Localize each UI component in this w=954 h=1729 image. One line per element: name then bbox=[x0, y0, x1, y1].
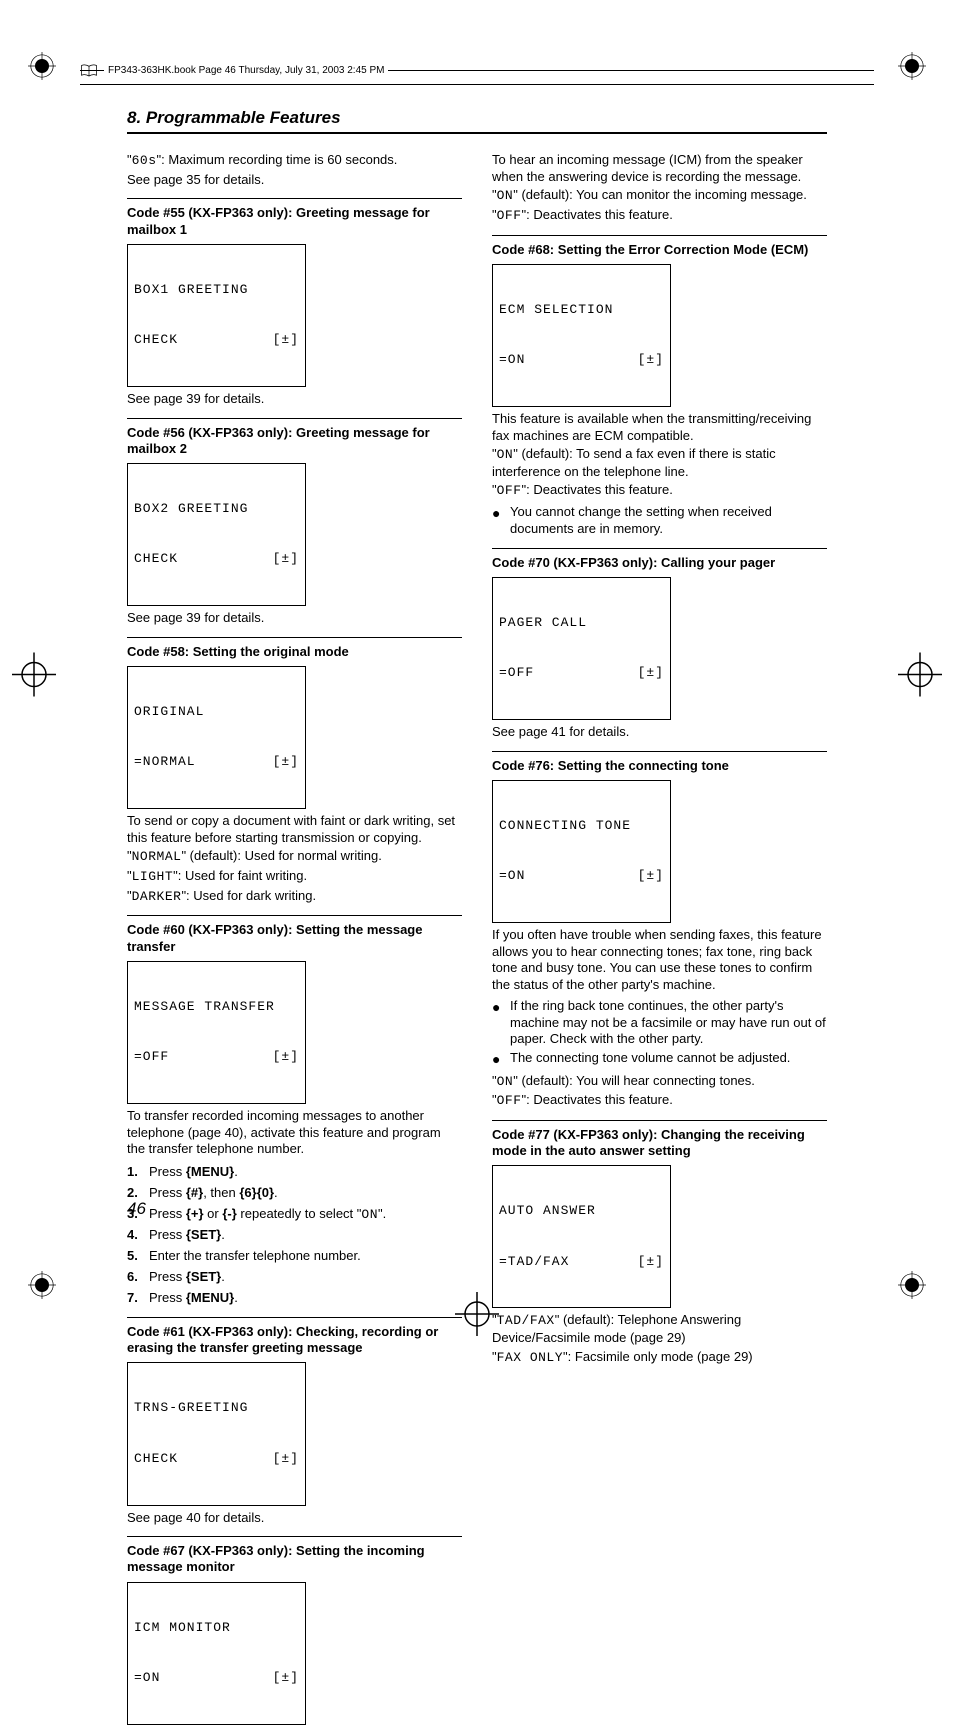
body-text: "ON" (default): To send a fax even if th… bbox=[492, 446, 827, 480]
body-text: "FAX ONLY": Facsimile only mode (page 29… bbox=[492, 1349, 827, 1367]
list-item: ●The connecting tone volume cannot be ad… bbox=[492, 1050, 827, 1068]
body-text: To send or copy a document with faint or… bbox=[127, 813, 462, 846]
section-rule bbox=[492, 235, 827, 236]
section-title: Code #60 (KX-FP363 only): Setting the me… bbox=[127, 922, 462, 955]
book-icon bbox=[80, 64, 98, 78]
lcd-display: ECM SELECTION =ON[±] bbox=[492, 264, 671, 407]
section-rule bbox=[492, 1120, 827, 1121]
lcd-display: ORIGINAL =NORMAL[±] bbox=[127, 666, 306, 809]
reg-ball-icon bbox=[898, 52, 926, 80]
lcd-display: TRNS-GREETING CHECK[±] bbox=[127, 1362, 306, 1505]
chapter-rule bbox=[127, 132, 827, 134]
list-item: ●If the ring back tone continues, the ot… bbox=[492, 998, 827, 1049]
body-text: To transfer recorded incoming messages t… bbox=[127, 1108, 462, 1158]
left-column: "60s": Maximum recording time is 60 seco… bbox=[127, 152, 462, 1729]
list-item: 7.Press {MENU}. bbox=[127, 1290, 462, 1307]
bullet-list: ●If the ring back tone continues, the ot… bbox=[492, 998, 827, 1069]
list-item: ●You cannot change the setting when rece… bbox=[492, 504, 827, 538]
body-text: "LIGHT": Used for faint writing. bbox=[127, 868, 462, 886]
section-rule bbox=[127, 915, 462, 916]
body-text: This feature is available when the trans… bbox=[492, 411, 827, 444]
bullet-list: ●You cannot change the setting when rece… bbox=[492, 504, 827, 538]
section-title: Code #67 (KX-FP363 only): Setting the in… bbox=[127, 1543, 462, 1576]
body-text: "ON" (default): You will hear connecting… bbox=[492, 1073, 827, 1091]
reg-cross-icon bbox=[12, 652, 56, 699]
list-item: 2.Press {#}, then {6}{0}. bbox=[127, 1185, 462, 1202]
lcd-display: MESSAGE TRANSFER =OFF[±] bbox=[127, 961, 306, 1104]
list-item: 1.Press {MENU}. bbox=[127, 1164, 462, 1181]
body-text: "NORMAL" (default): Used for normal writ… bbox=[127, 848, 462, 866]
list-item: 6.Press {SET}. bbox=[127, 1269, 462, 1286]
section-rule bbox=[127, 637, 462, 638]
lcd-display: BOX2 GREETING CHECK[±] bbox=[127, 463, 306, 606]
reg-ball-icon bbox=[28, 52, 56, 80]
list-item: 4.Press {SET}. bbox=[127, 1227, 462, 1244]
body-text: "OFF": Deactivates this feature. bbox=[492, 1092, 827, 1110]
page: FP343-363HK.book Page 46 Thursday, July … bbox=[0, 0, 954, 1351]
lcd-display: PAGER CALL =OFF[±] bbox=[492, 577, 671, 720]
body-text: See page 40 for details. bbox=[127, 1510, 462, 1527]
body-text: "TAD/FAX" (default): Telephone Answering… bbox=[492, 1312, 827, 1346]
step-list: 1.Press {MENU}. 2.Press {#}, then {6}{0}… bbox=[127, 1164, 462, 1307]
list-item: 5.Enter the transfer telephone number. bbox=[127, 1248, 462, 1265]
section-title: Code #61 (KX-FP363 only): Checking, reco… bbox=[127, 1324, 462, 1357]
doc-header-rule bbox=[80, 84, 874, 85]
page-number: 46 bbox=[127, 1199, 146, 1219]
doc-header: FP343-363HK.book Page 46 Thursday, July … bbox=[80, 70, 874, 78]
body-text: "OFF": Deactivates this feature. bbox=[492, 482, 827, 500]
chapter-title: 8. Programmable Features bbox=[127, 108, 827, 128]
body-text: See page 35 for details. bbox=[127, 172, 462, 189]
body-text: If you often have trouble when sending f… bbox=[492, 927, 827, 994]
list-item: 3.Press {+} or {-} repeatedly to select … bbox=[127, 1206, 462, 1224]
section-rule bbox=[492, 548, 827, 549]
section-title: Code #58: Setting the original mode bbox=[127, 644, 462, 660]
section-title: Code #55 (KX-FP363 only): Greeting messa… bbox=[127, 205, 462, 238]
section-rule bbox=[127, 1317, 462, 1318]
section-rule bbox=[127, 198, 462, 199]
body-text: "DARKER": Used for dark writing. bbox=[127, 888, 462, 906]
body-text: See page 39 for details. bbox=[127, 610, 462, 627]
body-text: To hear an incoming message (ICM) from t… bbox=[492, 152, 827, 185]
section-rule bbox=[127, 1536, 462, 1537]
section-rule bbox=[492, 751, 827, 752]
lcd-display: ICM MONITOR =ON[±] bbox=[127, 1582, 306, 1725]
body-text: See page 39 for details. bbox=[127, 391, 462, 408]
right-column: To hear an incoming message (ICM) from t… bbox=[492, 152, 827, 1729]
body-text: "ON" (default): You can monitor the inco… bbox=[492, 187, 827, 205]
section-title: Code #68: Setting the Error Correction M… bbox=[492, 242, 827, 258]
reg-ball-icon bbox=[28, 1271, 56, 1299]
body-text: "60s": Maximum recording time is 60 seco… bbox=[127, 152, 462, 170]
section-rule bbox=[127, 418, 462, 419]
body-text: "OFF": Deactivates this feature. bbox=[492, 207, 827, 225]
lcd-display: BOX1 GREETING CHECK[±] bbox=[127, 244, 306, 387]
chapter-header: 8. Programmable Features bbox=[127, 108, 827, 134]
content-columns: "60s": Maximum recording time is 60 seco… bbox=[127, 152, 827, 1729]
body-text: See page 41 for details. bbox=[492, 724, 827, 741]
reg-cross-icon bbox=[898, 652, 942, 699]
section-title: Code #77 (KX-FP363 only): Changing the r… bbox=[492, 1127, 827, 1160]
reg-ball-icon bbox=[898, 1271, 926, 1299]
section-title: Code #56 (KX-FP363 only): Greeting messa… bbox=[127, 425, 462, 458]
doc-header-text: FP343-363HK.book Page 46 Thursday, July … bbox=[104, 65, 388, 76]
lcd-display: CONNECTING TONE =ON[±] bbox=[492, 780, 671, 923]
lcd-display: AUTO ANSWER =TAD/FAX[±] bbox=[492, 1165, 671, 1308]
section-title: Code #76: Setting the connecting tone bbox=[492, 758, 827, 774]
section-title: Code #70 (KX-FP363 only): Calling your p… bbox=[492, 555, 827, 571]
